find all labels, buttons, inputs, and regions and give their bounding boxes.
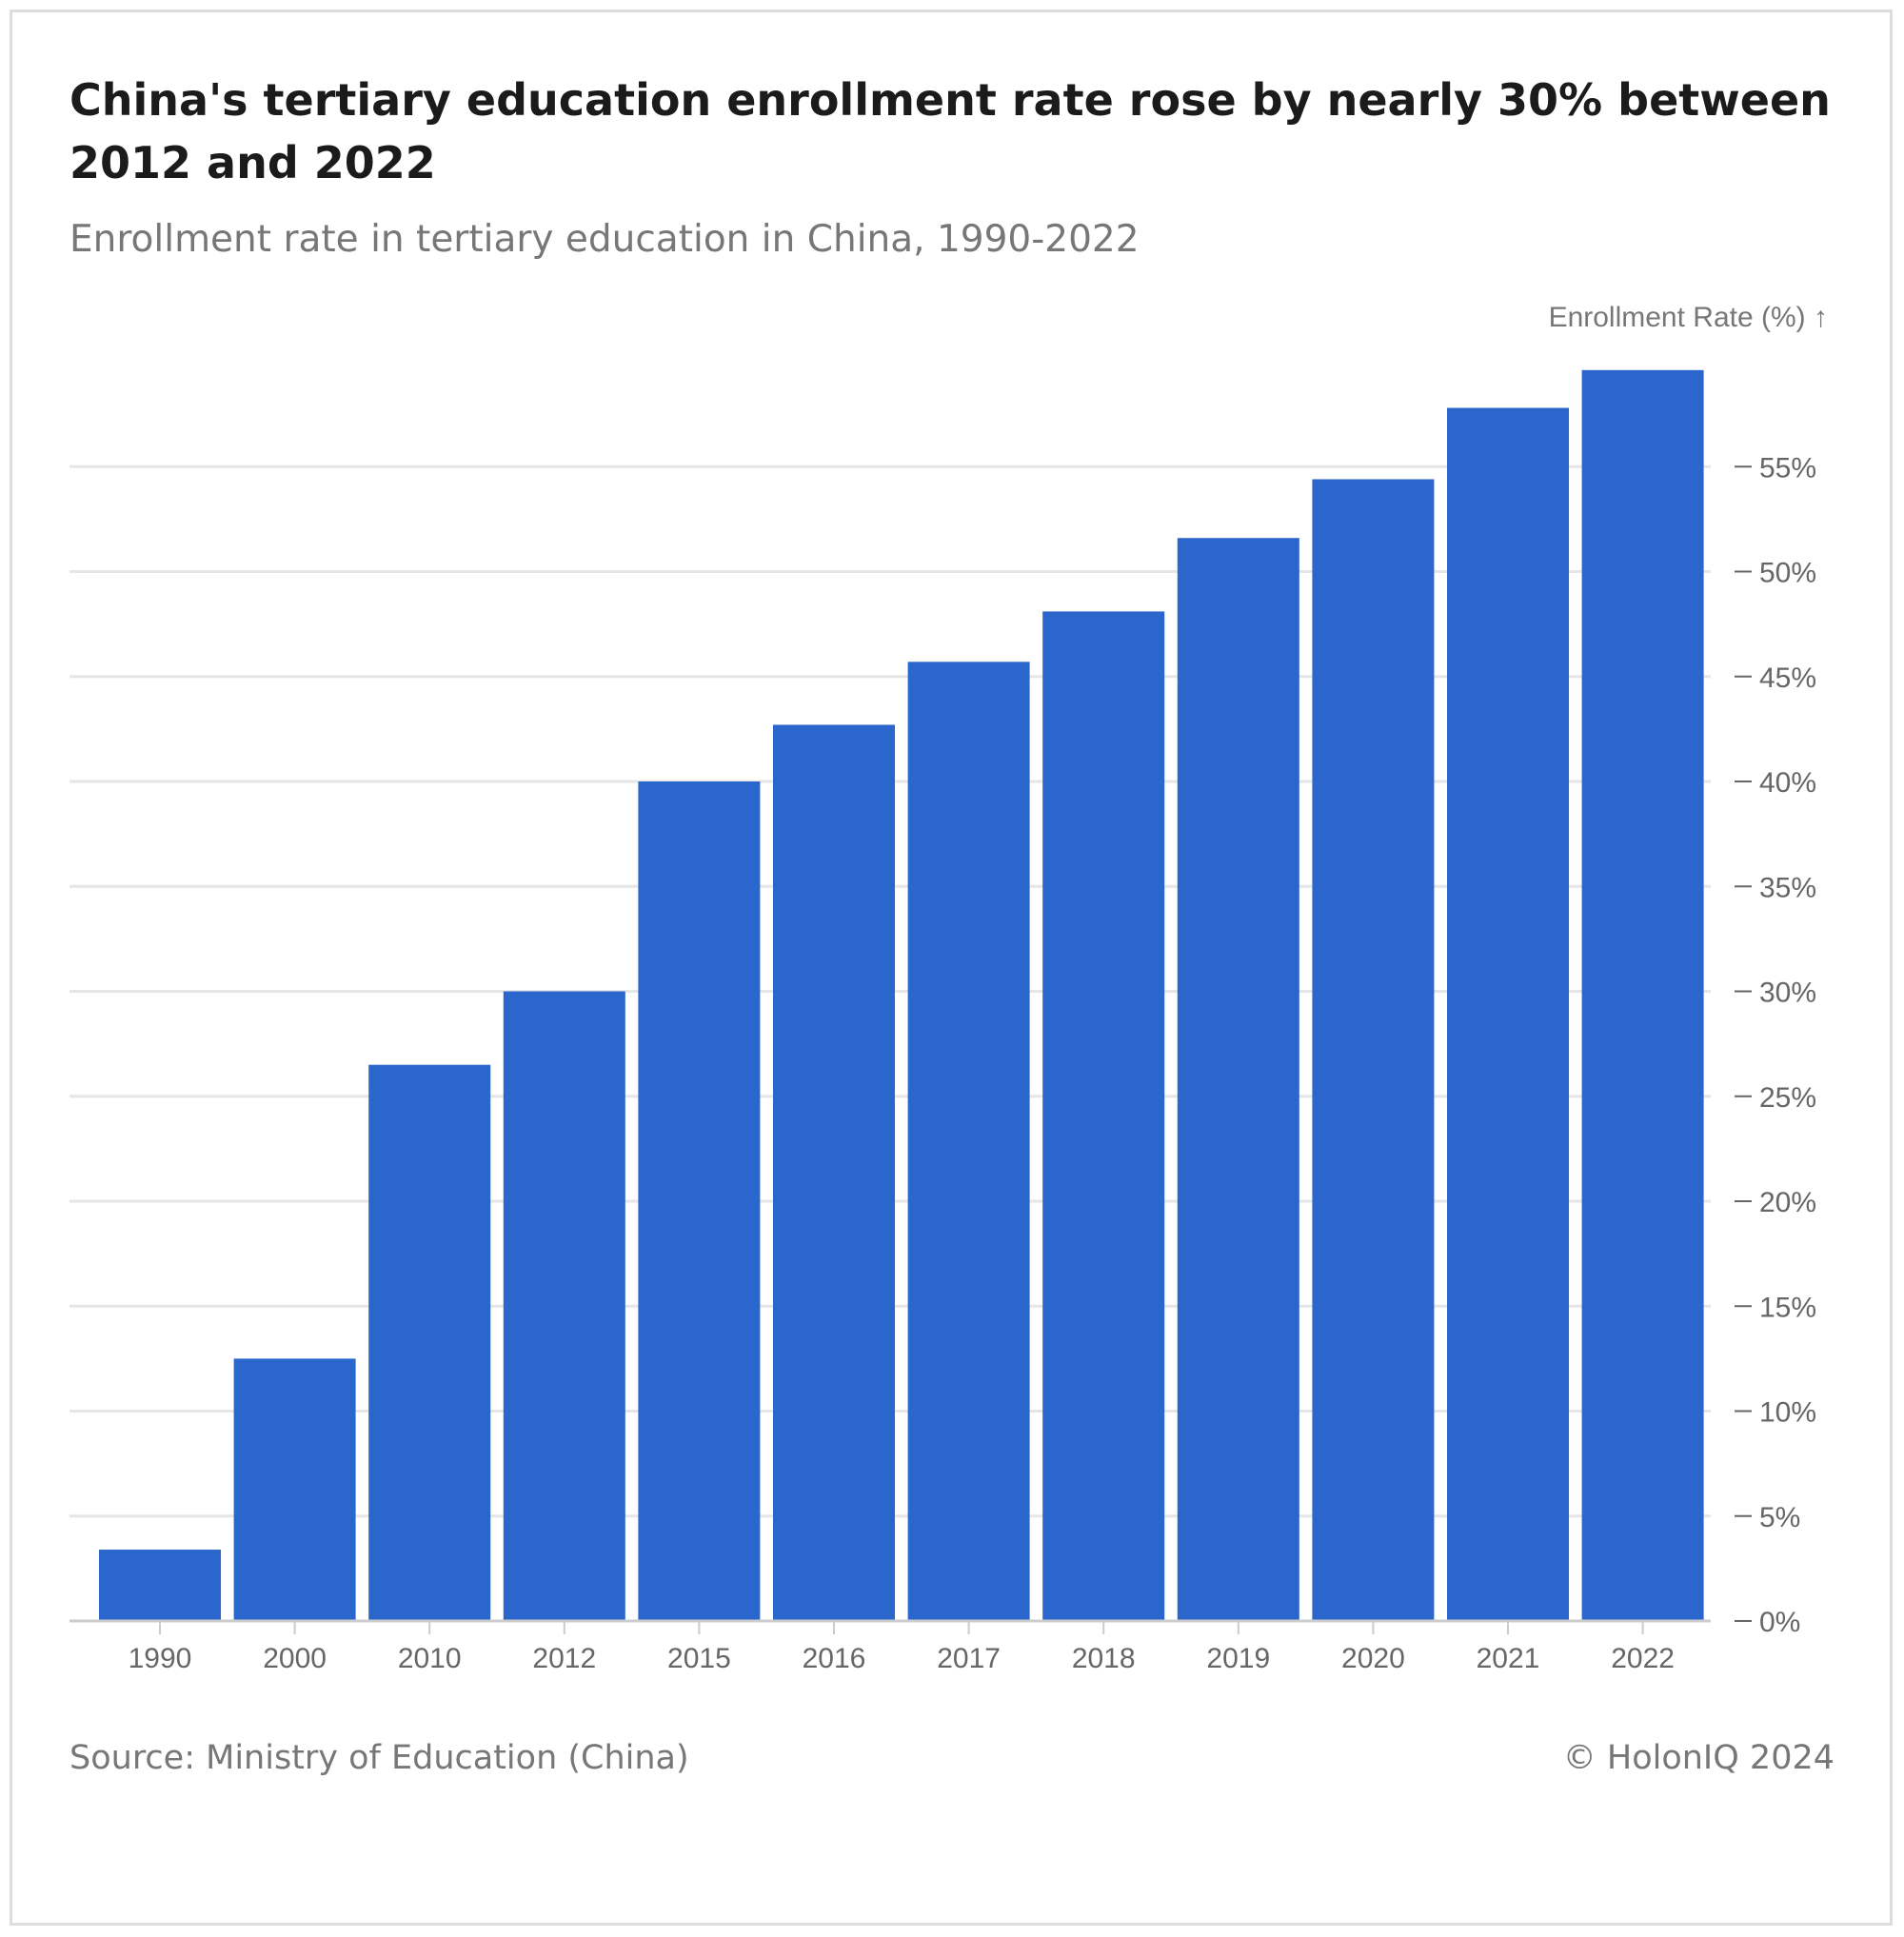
chart-title: China's tertiary education enrollment ra… — [69, 74, 1831, 188]
x-tick-label: 2016 — [803, 1643, 866, 1674]
bar-2022 — [1581, 369, 1704, 1621]
x-tick-label: 2015 — [667, 1643, 731, 1674]
bars — [99, 369, 1704, 1622]
y-tick-label: 0% — [1759, 1607, 1800, 1638]
bar-2016 — [773, 724, 895, 1621]
bar-2017 — [907, 662, 1030, 1621]
x-tick-label: 2021 — [1477, 1643, 1540, 1674]
y-tick-label: 5% — [1759, 1502, 1800, 1533]
x-tick-labels: 1990 2000 2010 2012 2015 2016 2017 2018 2019 2020… — [129, 1621, 1675, 1674]
x-tick-label: 2000 — [263, 1643, 327, 1674]
x-tick-label: 1990 — [129, 1643, 192, 1674]
bar-2018 — [1042, 611, 1165, 1621]
bar-2021 — [1447, 407, 1569, 1621]
y-tick-label: 10% — [1759, 1397, 1816, 1429]
x-tick-label: 2020 — [1341, 1643, 1405, 1674]
y-tick-label: 55% — [1759, 452, 1816, 484]
x-tick-label: 2012 — [532, 1643, 596, 1674]
y-tick-label: 15% — [1759, 1292, 1816, 1323]
bar-1990 — [99, 1550, 221, 1621]
bar-2012 — [503, 991, 625, 1621]
y-axis: 0% 5% 10% 15% 20% 25% 30% 35% 40% 45% 50% 55% — [1735, 452, 1816, 1638]
bar-2010 — [368, 1064, 491, 1621]
chart-subtitle: Enrollment rate in tertiary education in… — [69, 218, 1140, 261]
bar-2020 — [1312, 479, 1435, 1622]
x-tick-label: 2018 — [1072, 1643, 1136, 1674]
y-tick-label: 40% — [1759, 767, 1816, 799]
x-tick-label: 2019 — [1206, 1643, 1270, 1674]
x-tick-label: 2017 — [937, 1643, 1001, 1674]
y-axis-label: Enrollment Rate (%) ↑ — [1549, 302, 1828, 333]
source-note: Source: Ministry of Education (China) — [69, 1739, 689, 1777]
y-tick-label: 50% — [1759, 558, 1816, 589]
bar-2019 — [1177, 538, 1299, 1621]
x-tick-label: 2010 — [398, 1643, 462, 1674]
x-tick-label: 2022 — [1611, 1643, 1675, 1674]
y-tick-label: 45% — [1759, 662, 1816, 694]
bar-2015 — [638, 781, 761, 1621]
y-tick-label: 35% — [1759, 872, 1816, 903]
y-tick-label: 30% — [1759, 978, 1816, 1009]
y-tick-label: 20% — [1759, 1187, 1816, 1218]
bar-2000 — [233, 1358, 356, 1621]
y-tick-label: 25% — [1759, 1082, 1816, 1114]
copyright-note: © HolonIQ 2024 — [1562, 1739, 1835, 1777]
